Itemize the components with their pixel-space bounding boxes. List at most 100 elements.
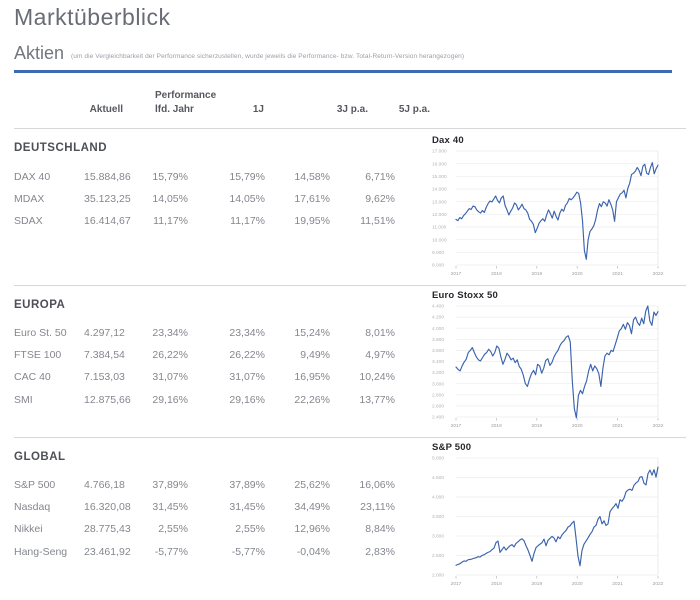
table-header: Performance Aktuell lfd. Jahr 1J 3J p.a.… <box>0 88 700 124</box>
index-value: 16.414,67 <box>84 215 131 228</box>
svg-text:2.400: 2.400 <box>432 415 444 421</box>
index-value: 12.875,66 <box>84 393 131 406</box>
column-lfd-jahr: lfd. Jahr <box>155 104 194 115</box>
svg-text:2019: 2019 <box>531 423 542 429</box>
index-name: DAX 40 <box>14 171 51 183</box>
svg-text:2020: 2020 <box>572 423 583 429</box>
accent-rule <box>14 70 672 73</box>
svg-text:2.800: 2.800 <box>432 392 444 398</box>
index-value: 23,34% <box>229 327 265 339</box>
svg-text:4.200: 4.200 <box>432 315 444 321</box>
svg-text:4.400: 4.400 <box>432 304 444 310</box>
svg-text:2021: 2021 <box>612 271 623 277</box>
svg-text:4.500: 4.500 <box>432 475 444 481</box>
svg-text:2017: 2017 <box>451 271 462 277</box>
index-value: 29,16% <box>152 393 188 406</box>
index-value: -5,77% <box>231 545 265 558</box>
table-row: Nikkei 28.775,43 2,55% 2,55% 12,96% 8,84% <box>14 518 396 540</box>
index-value: 31,45% <box>152 501 188 514</box>
index-value: 29,16% <box>229 393 265 406</box>
svg-text:2019: 2019 <box>531 581 542 587</box>
svg-text:2018: 2018 <box>491 581 502 587</box>
index-value: 10,24% <box>359 371 395 384</box>
svg-text:3.500: 3.500 <box>432 514 444 520</box>
index-value: 11,51% <box>360 215 395 228</box>
svg-text:4.000: 4.000 <box>432 326 444 332</box>
index-value: 6,71% <box>365 171 395 183</box>
chart-euro-stoxx-50: Euro Stoxx 50 2.400 2.600 2.800 3.000 3.200 3… <box>430 290 676 429</box>
index-value: 4.297,12 <box>84 327 125 339</box>
svg-text:3.200: 3.200 <box>432 370 444 376</box>
chart-title: Euro Stoxx 50 <box>432 290 498 301</box>
svg-text:2022: 2022 <box>653 423 664 429</box>
separator <box>14 437 686 438</box>
index-value: 15,24% <box>294 327 330 339</box>
page-title: Marktüberblick <box>14 4 171 30</box>
svg-text:3.000: 3.000 <box>432 381 444 387</box>
index-value: 9,62% <box>365 193 395 206</box>
svg-text:2017: 2017 <box>451 581 462 587</box>
table-row: SDAX 16.414,67 11,17% 11,17% 19,95% 11,51% <box>14 210 396 232</box>
svg-text:5.000: 5.000 <box>432 456 444 462</box>
svg-text:2021: 2021 <box>612 423 623 429</box>
index-value: 16,06% <box>359 479 395 491</box>
index-value: 23,34% <box>152 327 188 339</box>
svg-text:2018: 2018 <box>491 423 502 429</box>
index-value: 28.775,43 <box>84 523 131 536</box>
svg-text:15.000: 15.000 <box>432 174 447 180</box>
index-value: 23.461,92 <box>84 545 131 558</box>
index-value: 19,95% <box>294 215 330 228</box>
index-value: 7.153,03 <box>84 371 125 384</box>
table-row: Euro St. 50 4.297,12 23,34% 23,34% 15,24% 8,0… <box>14 322 396 344</box>
index-value: 9,49% <box>300 349 330 362</box>
aktien-note: (um die Vergleichbarkeit der Performance… <box>71 53 465 60</box>
index-name: SMI <box>14 393 33 406</box>
index-value: 2,55% <box>235 523 265 536</box>
index-name: FTSE 100 <box>14 349 62 362</box>
index-value: 16.320,08 <box>84 501 131 514</box>
index-name: SDAX <box>14 215 43 228</box>
index-name: Nikkei <box>14 523 43 536</box>
index-value: 35.123,25 <box>84 193 131 206</box>
index-value: 15,79% <box>229 171 265 183</box>
index-value: 31,07% <box>229 371 265 384</box>
svg-text:17.000: 17.000 <box>432 149 447 155</box>
index-value: 16,95% <box>294 371 330 384</box>
index-value: 31,45% <box>229 501 265 514</box>
index-value: 15,79% <box>152 171 188 183</box>
line-chart: 2.400 2.600 2.800 3.000 3.200 3.400 3.600 3.800… <box>432 304 664 429</box>
svg-text:3.400: 3.400 <box>432 359 444 365</box>
svg-text:2020: 2020 <box>572 581 583 587</box>
table-global: S&P 500 4.766,18 37,89% 37,89% 25,62% 16,06% N… <box>14 474 396 563</box>
index-name: Hang-Seng <box>14 545 68 558</box>
index-value: 13,77% <box>359 393 395 406</box>
svg-text:14.000: 14.000 <box>432 187 447 193</box>
index-value: -0,04% <box>296 545 330 558</box>
svg-text:2019: 2019 <box>531 271 542 277</box>
table-row: CAC 40 7.153,03 31,07% 31,07% 16,95% 10,24% <box>14 366 396 388</box>
index-value: 14,05% <box>229 193 265 206</box>
svg-text:2022: 2022 <box>653 581 664 587</box>
line-chart: 2.000 2.500 3.000 3.500 4.000 4.500 5.000 2017 2… <box>432 456 664 587</box>
table-row: Nasdaq 16.320,08 31,45% 31,45% 34,49% 23,11% <box>14 496 396 518</box>
chart-sp-500: S&P 500 2.000 2.500 3.000 3.500 4.000 4.500 5.… <box>430 442 676 587</box>
svg-text:2022: 2022 <box>653 271 664 277</box>
svg-text:13.000: 13.000 <box>432 199 447 205</box>
table-row: SMI 12.875,66 29,16% 29,16% 22,26% 13,77% <box>14 389 396 411</box>
svg-text:12.000: 12.000 <box>432 212 447 218</box>
index-value: 15.884,86 <box>84 171 131 183</box>
index-value: 2,83% <box>365 545 395 558</box>
index-value: 8,84% <box>365 523 395 536</box>
table-europa: Euro St. 50 4.297,12 23,34% 23,34% 15,24% 8,0… <box>14 322 396 411</box>
svg-text:3.800: 3.800 <box>432 337 444 343</box>
index-value: 22,26% <box>294 393 330 406</box>
index-value: 34,49% <box>294 501 330 514</box>
index-value: 4.766,18 <box>84 479 125 491</box>
svg-text:3.000: 3.000 <box>432 534 444 540</box>
index-value: 8,01% <box>365 327 395 339</box>
svg-text:2.600: 2.600 <box>432 404 444 410</box>
index-value: 23,11% <box>360 501 395 514</box>
index-value: 26,22% <box>229 349 265 362</box>
svg-text:2.000: 2.000 <box>432 573 444 579</box>
svg-text:11.000: 11.000 <box>432 225 447 231</box>
